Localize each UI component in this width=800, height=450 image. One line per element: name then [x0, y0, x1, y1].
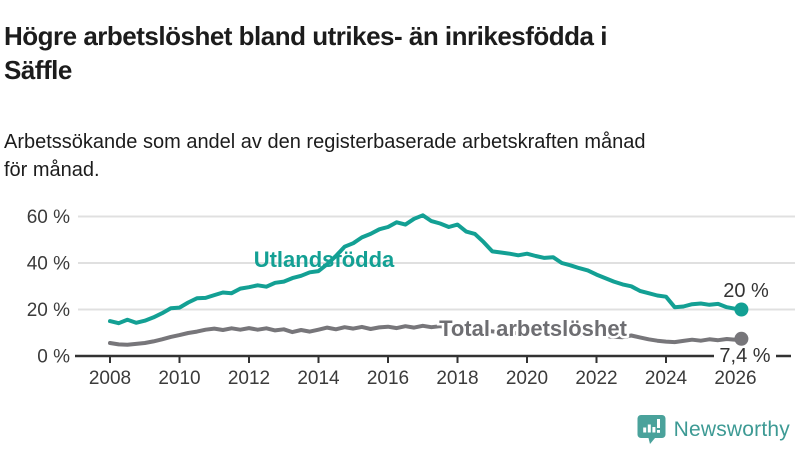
y-tick-label: 20 %	[27, 300, 70, 321]
chart-canvas: 0 % 20 % 40 % 60 % 2008 2010 2012 2014 2016 2018 2…	[27, 207, 795, 389]
x-tick-label: 2012	[228, 368, 270, 389]
end-value-label-total: 7,4 %	[719, 345, 770, 367]
x-tick-label: 2014	[297, 368, 340, 389]
x-tick-label: 2024	[645, 368, 688, 389]
x-tick-label: 2026	[714, 368, 756, 389]
x-tick-label: 2020	[506, 368, 548, 389]
x-tick-label: 2008	[89, 368, 131, 389]
series-line-utlandsfodda	[108, 213, 744, 326]
newsworthy-bubble-chart-icon	[637, 415, 666, 444]
series-label-utlandsfodda: Utlandsfödda	[254, 247, 395, 272]
end-value-label-utlandsfodda: 20 %	[723, 280, 769, 302]
end-dot-total	[734, 331, 749, 346]
y-tick-label: 0 %	[37, 347, 70, 368]
bubble-shape	[637, 415, 666, 444]
end-label-backdrop	[714, 345, 776, 366]
x-tick-label: 2010	[158, 368, 200, 389]
page-subtitle: Arbetssökande som andel av den registerb…	[4, 131, 646, 181]
end-dot-utlandsfodda	[734, 302, 749, 317]
series-line-total	[108, 323, 744, 347]
x-tick-label: 2018	[436, 368, 478, 389]
series-label-total: Total arbetslöshet	[439, 316, 628, 341]
x-tick-label: 2022	[575, 368, 617, 389]
x-tick-label: 2016	[367, 368, 409, 389]
newsworthy-branding: Newsworthy	[637, 414, 790, 445]
bar-chart-glyph	[642, 419, 660, 433]
newsworthy-wordmark: Newsworthy	[673, 417, 790, 441]
unemployment-line-chart: 0 % 20 % 40 % 60 % 2008 2010 2012 2014 2016 2018 2…	[0, 195, 800, 400]
y-tick-label: 40 %	[27, 254, 70, 275]
page-title: Högre arbetslöshet bland utrikes- än inr…	[4, 21, 607, 86]
y-tick-label: 60 %	[27, 207, 70, 228]
